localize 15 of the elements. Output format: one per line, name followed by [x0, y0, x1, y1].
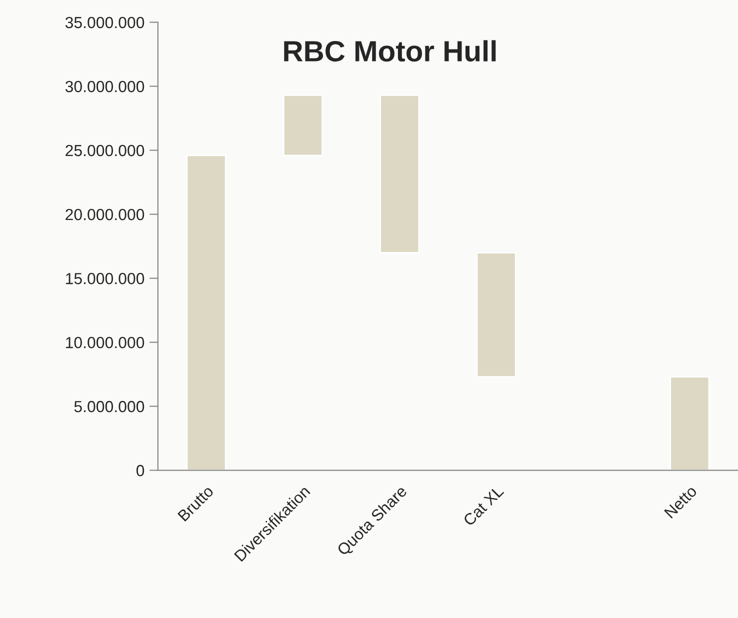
y-tick-label: 0 [136, 464, 144, 476]
bar [476, 252, 516, 378]
y-tick-label: 10.000.000 [66, 336, 144, 348]
bar [282, 94, 323, 156]
bar [380, 94, 420, 254]
y-tick-label: 5.000.000 [74, 400, 144, 412]
y-tick-label: 30.000.000 [65, 80, 144, 92]
x-tick-label: Cat XL [462, 484, 504, 526]
y-tick-label: 15.000.000 [66, 272, 144, 284]
bar [670, 376, 710, 470]
chart-title: RBC Motor Hull [284, 40, 496, 62]
y-tick-label: 35.000.000 [65, 16, 144, 28]
bar [186, 154, 226, 470]
y-tick-label: 20.000.000 [66, 208, 144, 220]
y-tick-label: 25.000.000 [66, 144, 144, 156]
